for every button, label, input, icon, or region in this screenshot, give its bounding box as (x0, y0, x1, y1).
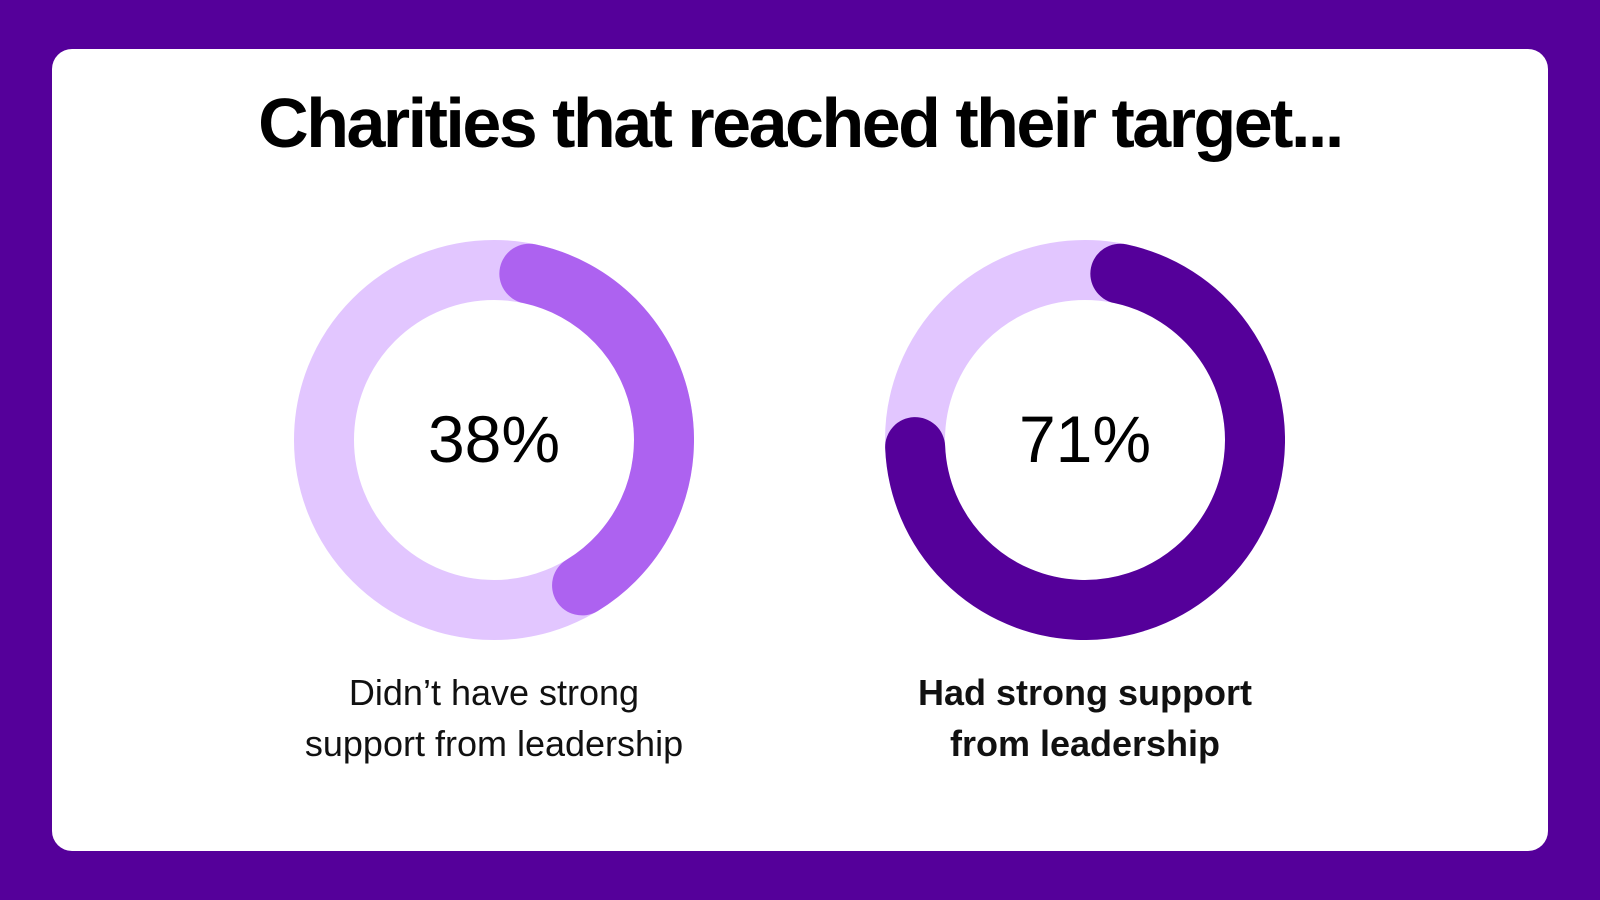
chart-title: Charities that reached their target... (258, 84, 1344, 162)
donut-chart-no-leadership-support: 38% (294, 240, 694, 640)
donut-arc (499, 243, 694, 616)
donut-value-label: 38% (428, 402, 560, 476)
donut-value-label: 71% (1019, 402, 1151, 476)
donut-arc (885, 243, 1285, 640)
donut-chart-leadership-support: 71% (885, 240, 1285, 640)
donut-caption-no-leadership-support: Didn’t have strong support from leadersh… (304, 672, 684, 764)
donut-caption-leadership-support: Had strong support from leadership (918, 672, 1252, 764)
